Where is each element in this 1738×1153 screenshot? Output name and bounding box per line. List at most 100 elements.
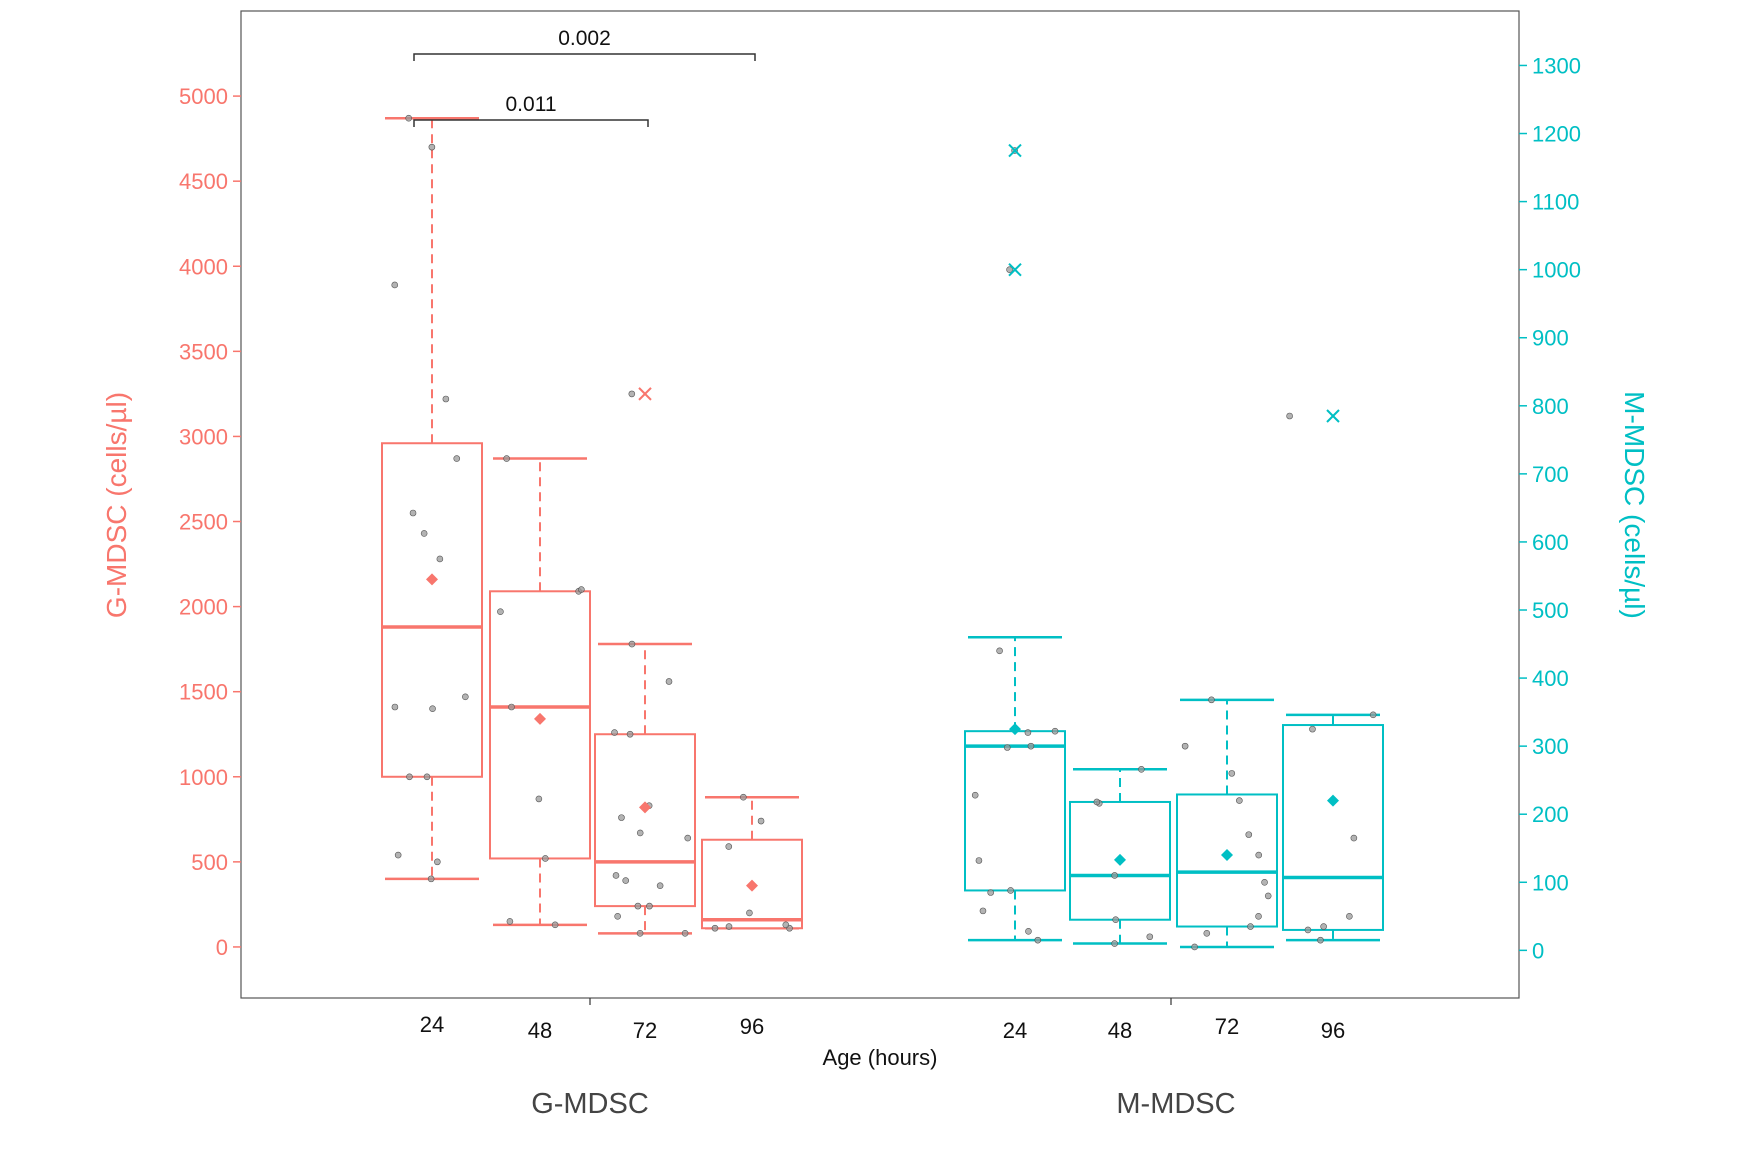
data-point (782, 921, 790, 929)
data-point (1006, 266, 1013, 273)
data-point (711, 924, 719, 932)
data-point (1228, 770, 1236, 777)
data-point (1236, 797, 1243, 804)
left-axis-tick-label: 3000 (179, 424, 228, 449)
data-point (391, 281, 399, 289)
plot-panel-border (240, 10, 1520, 999)
x-axis-title: Age (hours) (823, 1045, 938, 1070)
x-axis-tick-label: 96 (740, 1014, 764, 1039)
data-point (1317, 936, 1324, 944)
data-point (626, 730, 634, 738)
outlier-mark (638, 387, 652, 401)
data-point (1255, 913, 1262, 920)
data-point (628, 640, 636, 648)
data-point (1191, 943, 1198, 951)
data-point (1369, 711, 1377, 719)
right-y-axis: 0 100 200 300 400 500 600 700 800 900 1000 1100 1200… (1519, 53, 1581, 963)
data-point (1286, 412, 1293, 420)
data-point (405, 114, 412, 122)
data-point (462, 693, 469, 701)
data-point (1208, 696, 1215, 704)
data-point (725, 923, 733, 930)
data-point (996, 647, 1003, 655)
left-axis-tick-label: 1500 (179, 680, 228, 705)
left-axis-tick-label: 3500 (179, 339, 228, 364)
group-label-g-mdsc: G-MDSC (531, 1088, 649, 1120)
data-point (1320, 923, 1327, 930)
right-axis-tick-label: 400 (1532, 666, 1569, 691)
points-layer (391, 114, 1377, 951)
left-axis-tick-label: 5000 (179, 84, 228, 109)
right-axis-tick-label: 100 (1532, 870, 1569, 895)
mean-marker (1327, 794, 1339, 807)
data-point (428, 143, 436, 151)
x-axis: 24 48 72 96 24 48 72 96 (420, 998, 1345, 1043)
data-point (1346, 913, 1353, 920)
data-point (681, 930, 689, 937)
bracket-label: 0.011 (506, 93, 557, 116)
data-point (1181, 742, 1189, 750)
x-axis-tick-label: 96 (1321, 1018, 1345, 1043)
data-point (636, 829, 644, 837)
data-point (503, 455, 510, 462)
data-point (1255, 851, 1263, 859)
data-point (423, 773, 431, 781)
data-point (1264, 892, 1272, 900)
x-axis-tick-label: 48 (1108, 1018, 1132, 1043)
data-point (1309, 725, 1316, 733)
data-point (453, 455, 461, 462)
box-iqr (1282, 724, 1384, 931)
data-point (612, 872, 620, 879)
data-point (436, 555, 444, 563)
data-point (746, 909, 753, 917)
data-point (1007, 887, 1014, 894)
data-point (406, 773, 413, 781)
bracket-label: 0.002 (558, 27, 611, 50)
data-point (1203, 930, 1211, 937)
data-point (1245, 831, 1253, 838)
data-point (1111, 872, 1118, 879)
left-y-axis: 0 500 1000 1500 2000 2500 3000 3500 4000 4500 5000 (179, 84, 241, 960)
right-axis-tick-label: 1100 (1532, 190, 1579, 215)
right-axis-tick-label: 0 (1532, 938, 1544, 963)
data-point (1024, 729, 1032, 736)
data-point (979, 907, 987, 915)
mean-marker (426, 573, 438, 586)
data-point (535, 795, 543, 803)
data-point (1025, 927, 1032, 935)
x-axis-tick-label: 72 (633, 1018, 657, 1043)
mean-marker (639, 801, 651, 814)
box-iqr (381, 442, 483, 778)
mean-marker (746, 879, 758, 892)
x-axis-tick-label: 72 (1215, 1014, 1239, 1039)
data-point (622, 877, 630, 884)
data-point (987, 889, 995, 896)
left-axis-tick-label: 4500 (179, 169, 228, 194)
right-axis-tick-label: 200 (1532, 802, 1569, 827)
data-point (1350, 834, 1358, 842)
right-axis-tick-label: 500 (1532, 598, 1569, 623)
data-point (636, 930, 644, 937)
left-axis-title: G-MDSC (cells/µl) (101, 392, 132, 618)
data-point (1138, 765, 1145, 773)
right-axis-tick-label: 900 (1532, 326, 1569, 351)
data-point (725, 843, 733, 850)
data-point (551, 921, 559, 929)
data-point (628, 390, 636, 398)
outlier-mark (1326, 409, 1340, 423)
right-axis-tick-label: 700 (1532, 462, 1569, 487)
data-point (757, 817, 765, 825)
left-axis-tick-label: 2500 (179, 510, 228, 535)
boxes-layer (381, 116, 1384, 949)
data-point (1051, 727, 1059, 735)
right-axis-tick-label: 1000 (1532, 258, 1581, 283)
right-axis-title: M-MDSC (cells/µl) (1619, 391, 1650, 619)
data-point (1034, 936, 1042, 944)
bracket-line (413, 53, 756, 61)
data-point (442, 395, 450, 403)
data-point (427, 875, 435, 883)
data-point (1111, 940, 1118, 947)
box-iqr (594, 733, 696, 908)
data-point (578, 586, 585, 593)
